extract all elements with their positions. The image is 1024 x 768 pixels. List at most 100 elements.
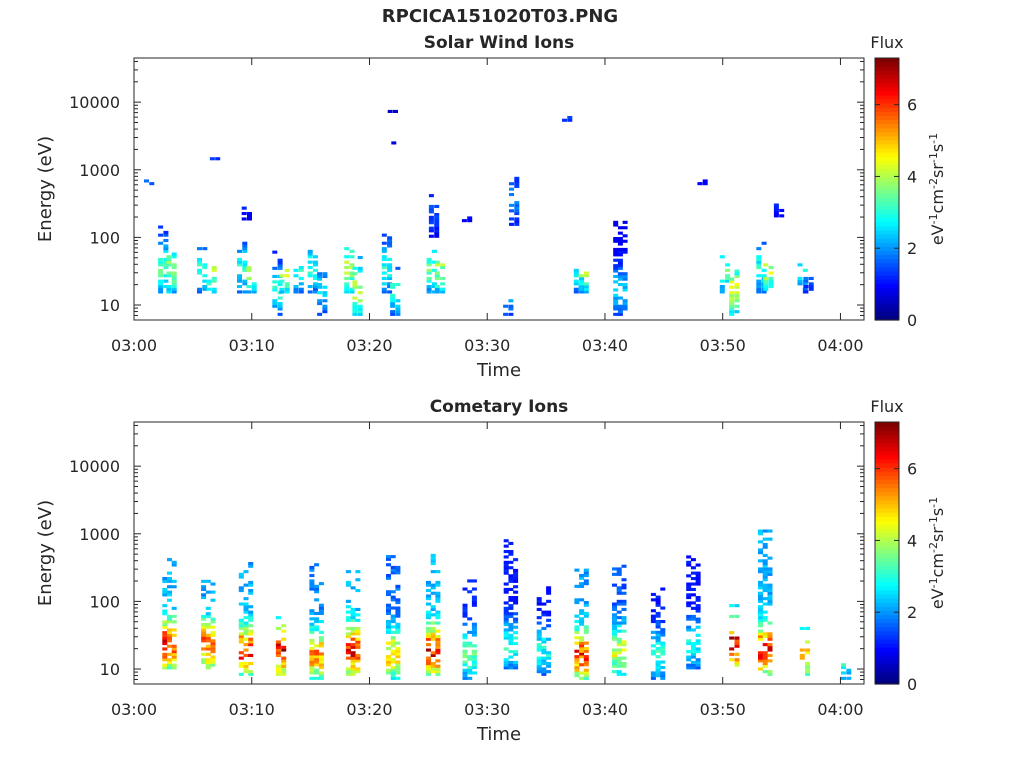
colorbar-step [875,532,899,538]
heatmap-cell [434,223,440,227]
heatmap-cell [281,667,287,671]
heatmap-cell [762,559,768,563]
heatmap-cell [426,263,432,267]
heatmap-cell [197,263,202,267]
heatmap-cell [309,617,315,621]
heatmap-cell [163,260,169,264]
colorbar-step [875,614,899,620]
heatmap-cell [621,648,627,652]
heatmap-cell [307,252,313,256]
heatmap-cell [756,255,762,259]
heatmap-cell [471,663,477,667]
heatmap-cell [390,568,396,572]
y-tick-label: 10000 [69,457,120,476]
heatmap-cell [574,671,580,675]
heatmap-cell [238,672,244,676]
heatmap-cell [350,629,356,633]
colorbar-step [875,536,899,542]
heatmap-cell [386,625,391,629]
heatmap-cell [426,597,431,601]
heatmap-cell [314,617,320,621]
heatmap-cell [307,274,313,278]
heatmap-cell [395,299,401,303]
heatmap-cell [243,653,249,657]
heatmap-cell [612,648,617,652]
heatmap-cell [719,255,725,259]
heatmap-cell [513,571,519,575]
colorbar-step [875,598,899,603]
heatmap-cell [719,279,725,283]
heatmap-cell [612,626,617,630]
heatmap-cell [621,586,627,590]
heatmap-cell [471,622,477,626]
heatmap-cell [471,598,477,602]
heatmap-cell [513,590,519,594]
heatmap-cell [758,597,763,601]
heatmap-cell [650,649,656,653]
heatmap-cell [612,621,617,625]
heatmap-cell [434,229,440,233]
heatmap-cell [350,664,356,668]
heatmap-cell [309,609,315,613]
colorbar-step [875,258,899,264]
heatmap-cell [345,632,351,636]
heatmap-cell [434,213,440,217]
colorbar-step [875,647,899,652]
heatmap-cell [281,624,287,628]
heatmap-cell [395,312,401,316]
heatmap-cell [430,653,436,657]
heatmap-cell [513,612,519,616]
heatmap-cell [298,276,304,280]
heatmap-cell [197,257,202,261]
heatmap-cell [686,614,692,618]
heatmap-cell [205,606,211,610]
heatmap-cell [272,280,278,284]
heatmap-cell [210,633,216,637]
heatmap-cell [426,662,431,666]
heatmap-cell [309,663,315,667]
heatmap-cell [621,662,627,666]
heatmap-cell [762,670,768,674]
heatmap-cell [508,560,514,564]
heatmap-cell [430,556,436,560]
heatmap-cell [345,610,351,614]
heatmap-cell [434,271,440,275]
heatmap-cell [763,279,769,283]
heatmap-cell [202,247,208,251]
heatmap-cell [612,629,617,633]
heatmap-cell [243,662,249,666]
heatmap-cell [386,557,391,561]
heatmap-cell [690,628,696,632]
heatmap-cell [462,641,468,645]
heatmap-cell [617,247,623,251]
heatmap-cell [248,605,254,609]
heatmap-cell [395,266,401,270]
heatmap-cell [158,285,164,289]
heatmap-cell [243,626,249,630]
heatmap-cell [386,563,391,567]
heatmap-cell [758,607,763,611]
heatmap-cell [167,652,172,656]
heatmap-cell [426,635,431,639]
heatmap-cell [318,657,324,661]
heatmap-cell [210,644,216,648]
heatmap-cell [767,653,773,657]
heatmap-cell [613,266,619,270]
heatmap-cell [248,653,254,657]
heatmap-cell [583,647,589,651]
heatmap-cell [503,609,509,613]
heatmap-cell [574,663,580,667]
heatmap-cell [660,628,666,632]
heatmap-cell [583,668,589,672]
heatmap-cell [428,229,434,233]
colorbar-step [875,540,899,546]
heatmap-cell [293,287,299,291]
heatmap-cell [660,666,666,670]
heatmap-cell [317,291,323,295]
heatmap-cell [583,625,589,629]
heatmap-cell [617,242,623,246]
heatmap-cell [799,656,805,660]
heatmap-cell [171,666,177,670]
heatmap-cell [426,583,431,587]
heatmap-cell [390,293,396,297]
